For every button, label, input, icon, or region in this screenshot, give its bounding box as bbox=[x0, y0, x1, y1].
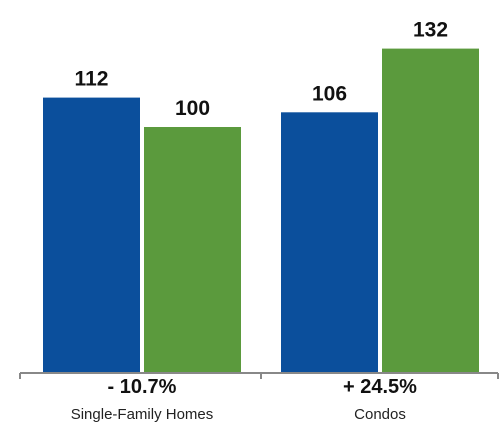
value-label-1-0: 106 bbox=[312, 82, 347, 105]
bar-1-1 bbox=[382, 48, 479, 372]
category-label-0: Single-Family Homes bbox=[71, 406, 214, 423]
value-label-0-0: 112 bbox=[75, 68, 109, 91]
value-label-1-1: 132 bbox=[413, 19, 448, 42]
value-labels-group: 112 100 106 132 bbox=[75, 19, 448, 120]
category-label-1: Condos bbox=[354, 406, 406, 423]
change-label-1: + 24.5% bbox=[343, 376, 417, 398]
x-axis bbox=[19, 372, 499, 379]
bar-0-1 bbox=[144, 127, 241, 372]
x-axis-ticks bbox=[19, 373, 499, 379]
bar-1-0 bbox=[281, 112, 378, 373]
bars-group bbox=[43, 48, 479, 373]
category-labels-group: - 10.7% Single-Family Homes + 24.5% Condos bbox=[71, 376, 417, 423]
bar-0-0 bbox=[43, 97, 140, 372]
change-label-0: - 10.7% bbox=[108, 376, 177, 398]
value-label-0-1: 100 bbox=[175, 97, 210, 120]
